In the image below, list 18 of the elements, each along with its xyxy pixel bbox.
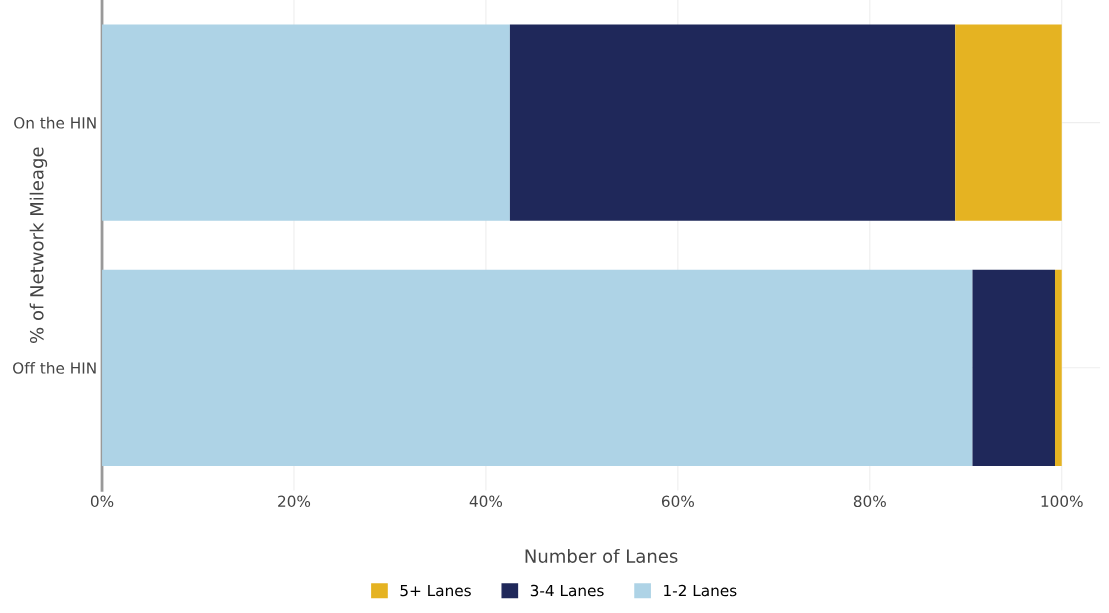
y-tick-label: On the HIN: [14, 116, 96, 129]
x-tick-label: 20%: [278, 495, 311, 508]
legend-label: 5+ Lanes: [400, 584, 471, 597]
x-tick-label: 80%: [853, 495, 886, 508]
x-axis-title: Number of Lanes: [525, 548, 678, 563]
y-tick-label: Off the HIN: [13, 362, 96, 374]
legend-label: 3-4 Lanes: [530, 584, 604, 597]
x-tick-label: 60%: [661, 495, 694, 508]
bar: [509, 24, 956, 221]
x-tick-label: 40%: [469, 495, 503, 508]
bar: [1055, 269, 1062, 466]
bar: [102, 24, 510, 221]
x-tick-label: 100%: [1041, 495, 1083, 508]
x-tick-label: 0%: [90, 495, 114, 508]
bar: [955, 24, 1062, 221]
legend-label: 1-2 Lanes: [664, 584, 737, 597]
bar: [972, 269, 1056, 466]
y-axis-title: % of Network Mileage: [29, 147, 48, 343]
